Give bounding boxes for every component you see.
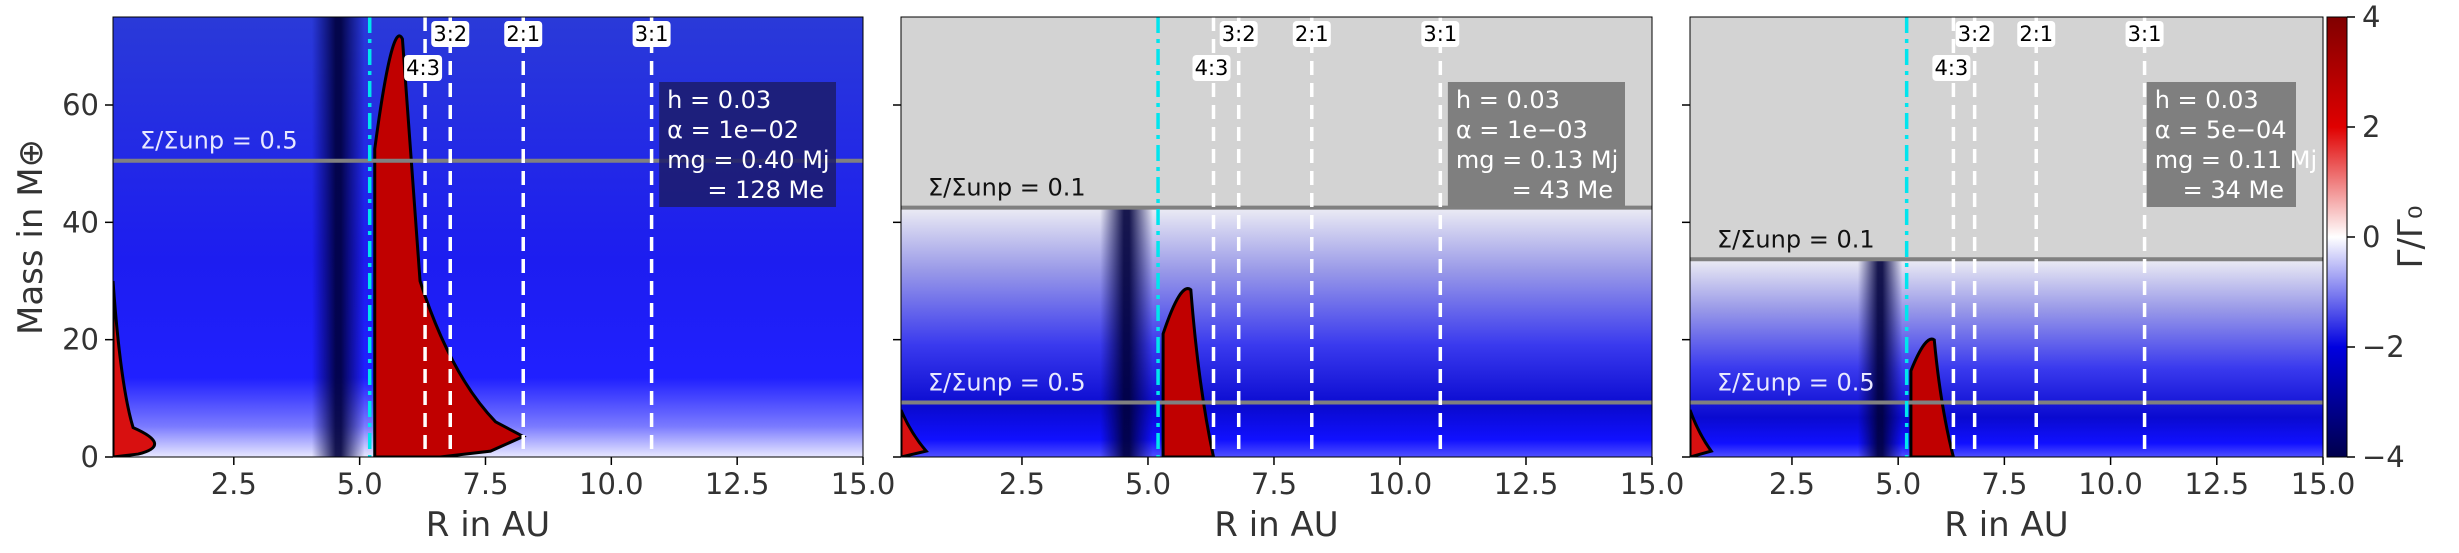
resonance-label: 3:1 [635, 22, 669, 46]
info-box-line: mg = 0.40 Mj [667, 146, 829, 174]
y-tick-label: 20 [62, 323, 99, 357]
inner-edge-red-region [1690, 409, 1714, 457]
colorbar-tick-label: 0 [2362, 220, 2380, 254]
dark-band [1100, 207, 1154, 457]
axes-frame [112, 16, 864, 458]
resonance-label: 3:2 [1958, 22, 1992, 46]
x-tick-label: 2.5 [211, 467, 257, 501]
colorbar: Γ/Γ₀ 4 2 0 −2 −4 [2326, 0, 2431, 474]
y-tick-label: 40 [62, 205, 99, 239]
x-tick-label: 15.0 [2291, 467, 2356, 501]
torque-field [901, 207, 1652, 457]
x-tick-label: 2.5 [999, 467, 1045, 501]
x-tick-label: 10.0 [2078, 467, 2143, 501]
info-box-line: h = 0.03 [1456, 86, 1560, 114]
sigma-label: Σ/Σunp = 0.5 [928, 368, 1086, 396]
x-tick-label: 12.5 [2185, 467, 2250, 501]
resonance-label: 4:3 [406, 56, 440, 80]
resonance-label: 3:2 [1222, 22, 1256, 46]
resonance-label-box [504, 21, 543, 47]
inner-edge-red-region [113, 280, 157, 457]
colorbar-tick-label: −4 [2362, 440, 2405, 474]
resonance-label: 2:1 [506, 22, 540, 46]
sigma-label: Σ/Σunp = 0.1 [928, 174, 1086, 202]
x-tick-label: 15.0 [831, 467, 896, 501]
resonance-label: 4:3 [1195, 56, 1229, 80]
info-box-line: mg = 0.11 Mj [2155, 146, 2317, 174]
info-box-line: α = 5e−04 [2155, 116, 2287, 144]
sigma-label: Σ/Σunp = 0.1 [1717, 225, 1875, 253]
y-axis-label: Mass in M⊕ [11, 139, 51, 335]
torque-field [1690, 259, 2323, 457]
x-tick-label: 5.0 [1875, 467, 1921, 501]
resonance-label: 4:3 [1934, 56, 1968, 80]
panel-3: Σ/Σunp = 0.1 Σ/Σunp = 0.5 4:3 3:2 2:1 3:1 h = … [1682, 16, 2356, 545]
info-box [2146, 82, 2296, 207]
x-tick-label: 7.5 [1981, 467, 2027, 501]
dark-band [311, 17, 365, 457]
info-box-line: = 43 Me [1512, 176, 1613, 204]
sigma-label: Σ/Σunp = 0.5 [140, 127, 298, 155]
positive-torque-region [1161, 287, 1216, 457]
resonance-label-box [404, 55, 443, 81]
colorbar-tick-label: 2 [2362, 110, 2380, 144]
axes-frame [1689, 16, 2324, 458]
resonance-label-box [1421, 21, 1460, 47]
resonance-label: 3:1 [2128, 22, 2162, 46]
info-box-line: mg = 0.13 Mj [1456, 146, 1618, 174]
resonance-label-box [1292, 21, 1331, 47]
resonance-label-box [1955, 21, 1994, 47]
x-axis-label: R in AU [426, 505, 550, 545]
panel-1: Σ/Σunp = 0.5 4:3 3:2 2:1 3:1 h = 0.03α = 1e−0… [11, 16, 896, 545]
positive-torque-region [373, 34, 527, 457]
axes-frame [900, 16, 1653, 458]
info-box-line: h = 0.03 [667, 86, 771, 114]
inner-edge-red-region [901, 409, 929, 457]
colorbar-gradient [2326, 16, 2348, 458]
resonance-label-box [1932, 55, 1971, 81]
colorbar-label: Γ/Γ₀ [2391, 206, 2431, 269]
resonance-label: 2:1 [1295, 22, 1329, 46]
x-tick-label: 15.0 [1620, 467, 1685, 501]
x-tick-label: 5.0 [337, 467, 383, 501]
resonance-label-box [1219, 21, 1258, 47]
info-box-line: h = 0.03 [2155, 86, 2259, 114]
resonance-label: 3:1 [1423, 22, 1457, 46]
x-tick-label: 7.5 [1251, 467, 1297, 501]
colorbar-tick-label: −2 [2362, 330, 2405, 364]
info-box-line: α = 1e−03 [1456, 116, 1588, 144]
x-tick-label: 12.5 [1494, 467, 1559, 501]
dark-band [1857, 259, 1903, 457]
positive-torque-region [1909, 337, 1955, 457]
resonance-label-box [431, 21, 470, 47]
colorbar-tick-label: 4 [2362, 0, 2380, 34]
resonance-label-box [2125, 21, 2164, 47]
info-box [659, 82, 836, 207]
info-box-line: = 34 Me [2183, 176, 2284, 204]
x-tick-label: 10.0 [579, 467, 644, 501]
x-tick-label: 2.5 [1769, 467, 1815, 501]
x-tick-label: 7.5 [462, 467, 508, 501]
x-tick-label: 12.5 [705, 467, 770, 501]
resonance-label-box [1192, 55, 1231, 81]
resonance-label: 3:2 [433, 22, 467, 46]
info-box-line: = 128 Me [707, 176, 824, 204]
resonance-label: 2:1 [2019, 22, 2053, 46]
x-tick-label: 10.0 [1368, 467, 1433, 501]
x-tick-label: 5.0 [1125, 467, 1171, 501]
x-axis-label: R in AU [1214, 505, 1338, 545]
resonance-label-box [2017, 21, 2056, 47]
x-axis-label: R in AU [1944, 505, 2068, 545]
sigma-label: Σ/Σunp = 0.5 [1717, 368, 1875, 396]
panel-2: Σ/Σunp = 0.1 Σ/Σunp = 0.5 4:3 3:2 2:1 3:1 h = … [893, 16, 1685, 545]
y-tick-label: 0 [81, 440, 99, 474]
info-box-line: α = 1e−02 [667, 116, 799, 144]
y-tick-label: 60 [62, 88, 99, 122]
info-box [1447, 82, 1625, 207]
resonance-label-box [632, 21, 671, 47]
